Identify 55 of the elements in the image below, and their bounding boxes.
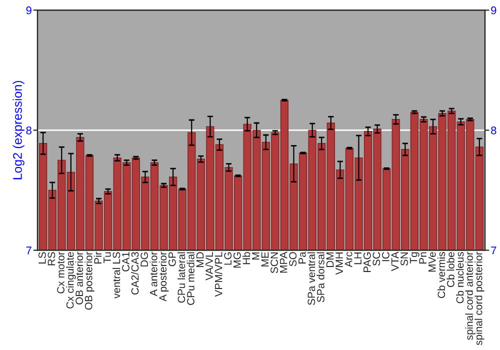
x-tick-label: Pa xyxy=(298,252,306,264)
y-tick-label: 7 xyxy=(26,246,32,254)
x-tick-label: VA/VL xyxy=(205,252,213,280)
x-tick-label: A posterior xyxy=(158,252,169,302)
x-tick-label: MPA xyxy=(280,252,288,273)
x-tick-label: spinal cord posterior xyxy=(474,252,484,346)
y-tick-label: 9 xyxy=(26,6,32,14)
x-tick-label: ventral LS xyxy=(112,252,120,298)
x-tick-label: SN xyxy=(400,252,408,266)
y-axis-title: Log2 (expression) xyxy=(12,80,24,180)
x-tick-label: CA1 xyxy=(122,252,130,272)
x-tick-label: RS xyxy=(48,252,56,266)
x-tick-label: VPM/VPL xyxy=(214,252,222,297)
x-tick-label: MG xyxy=(233,252,241,268)
x-tick-label: Pir xyxy=(94,252,102,264)
x-tick-label: Pn xyxy=(419,252,426,264)
x-tick-label: DM xyxy=(326,252,334,267)
x-tick-label: Cb lobe xyxy=(446,252,454,288)
x-tick-label: VTA xyxy=(391,252,399,272)
x-tick-label: Tg xyxy=(410,252,420,264)
y2-tick-label: 7 xyxy=(491,246,496,254)
x-tick-label: Hb xyxy=(242,252,250,264)
x-tick-label: SPa dorsal xyxy=(316,252,324,302)
x-tick-label: spinal cord anterior xyxy=(465,252,475,340)
x-tick-label: SC xyxy=(372,252,380,266)
x-tick-label: IC xyxy=(382,252,390,262)
x-tick-label: VMH xyxy=(336,252,343,275)
x-tick-label: Tu xyxy=(104,252,111,264)
x-tick-label: Arc xyxy=(344,252,352,268)
x-tick-label: SPa ventral xyxy=(307,252,316,306)
x-tick-label: CPu medial xyxy=(186,252,194,305)
x-tick-label: MVe xyxy=(428,252,436,272)
x-tick-label: LH xyxy=(354,252,362,264)
x-tick-label: Cb vermis xyxy=(437,252,446,298)
x-tick-label: SCN xyxy=(270,252,278,274)
x-tick-label: MD xyxy=(196,252,204,267)
x-tick-label: LG xyxy=(224,252,232,265)
x-tick-label: CA2/CA3 xyxy=(131,252,139,295)
x-tick-label: Cb nucleus xyxy=(456,252,464,304)
x-tick-label: Cx motor xyxy=(57,252,64,294)
y2-tick-label: 8 xyxy=(491,126,496,134)
x-tick-label: M xyxy=(252,252,260,260)
y-tick-label: 8 xyxy=(26,126,32,134)
x-tick-label: SO xyxy=(289,252,297,266)
x-tick-label: CPu lateral xyxy=(177,252,186,303)
y2-tick-label: 9 xyxy=(491,6,496,14)
x-tick-label: OB anterior xyxy=(75,252,84,304)
x-tick-label: DG xyxy=(140,252,148,266)
x-tick-label: A anterior xyxy=(150,252,158,296)
x-tick-label: Cx cingulate xyxy=(66,252,76,308)
x-tick-label: ME xyxy=(261,252,269,266)
x-tick-label: LS xyxy=(38,252,46,264)
x-tick-label: OB posterior xyxy=(84,252,94,310)
x-tick-label: PAG xyxy=(363,252,371,272)
x-tick-label: GP xyxy=(168,252,176,266)
